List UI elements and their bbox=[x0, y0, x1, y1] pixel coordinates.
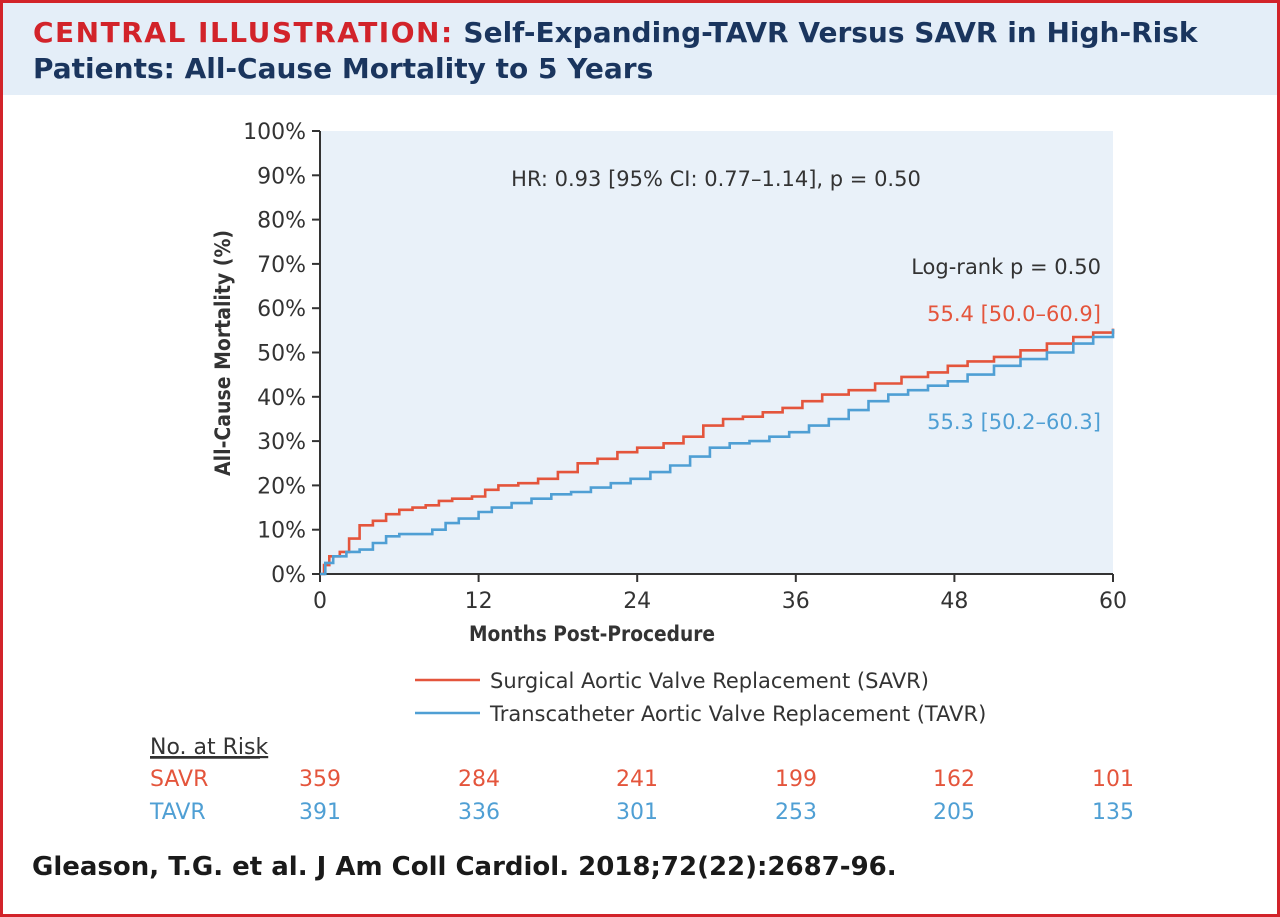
tavr-endpoint-label: 55.3 [50.2–60.3] bbox=[927, 410, 1101, 434]
citation: Gleason, T.G. et al. J Am Coll Cardiol. … bbox=[32, 852, 897, 882]
x-tick-label: 12 bbox=[465, 589, 493, 614]
at-risk-savr-value: 199 bbox=[775, 767, 817, 792]
page-title: CENTRAL ILLUSTRATION: Self-Expanding-TAV… bbox=[33, 15, 1263, 87]
x-tick-label: 48 bbox=[940, 589, 968, 614]
y-tick-label: 60% bbox=[257, 297, 306, 322]
title-banner: CENTRAL ILLUSTRATION: Self-Expanding-TAV… bbox=[3, 3, 1277, 95]
title-prefix: CENTRAL ILLUSTRATION: bbox=[33, 16, 454, 49]
x-tick-label: 36 bbox=[782, 589, 810, 614]
y-tick-label: 20% bbox=[257, 474, 306, 499]
x-axis-label: Months Post-Procedure bbox=[469, 622, 715, 646]
legend-savr-label: Surgical Aortic Valve Replacement (SAVR) bbox=[490, 669, 929, 693]
at-risk-tavr-value: 336 bbox=[458, 800, 500, 825]
x-tick-label: 0 bbox=[313, 589, 327, 614]
at-risk-row-label-savr: SAVR bbox=[150, 767, 208, 792]
title-text: Self-Expanding-TAVR Versus SAVR in High-… bbox=[33, 16, 1198, 85]
at-risk-savr-value: 162 bbox=[933, 767, 975, 792]
y-tick-label: 30% bbox=[257, 430, 306, 455]
at-risk-tavr-value: 391 bbox=[299, 800, 341, 825]
y-tick-label: 50% bbox=[257, 342, 306, 367]
x-tick-label: 24 bbox=[623, 589, 651, 614]
y-tick-label: 90% bbox=[257, 164, 306, 189]
y-tick-label: 40% bbox=[257, 386, 306, 411]
at-risk-row-label-tavr: TAVR bbox=[149, 800, 206, 825]
y-tick-label: 0% bbox=[271, 563, 306, 588]
at-risk-savr-value: 241 bbox=[616, 767, 658, 792]
at-risk-heading: No. at Risk bbox=[150, 735, 268, 760]
at-risk-tavr-value: 301 bbox=[616, 800, 658, 825]
logrank-annotation: Log-rank p = 0.50 bbox=[911, 255, 1101, 279]
y-tick-label: 100% bbox=[243, 120, 306, 145]
y-tick-label: 80% bbox=[257, 209, 306, 234]
hazard-ratio-annotation: HR: 0.93 [95% CI: 0.77–1.14], p = 0.50 bbox=[511, 167, 921, 191]
savr-curve bbox=[320, 328, 1115, 576]
at-risk-savr-value: 101 bbox=[1092, 767, 1134, 792]
at-risk-savr-value: 284 bbox=[458, 767, 500, 792]
tavr-curve bbox=[320, 329, 1115, 576]
plot-area bbox=[320, 131, 1113, 574]
at-risk-tavr-value: 253 bbox=[775, 800, 817, 825]
x-tick-label: 60 bbox=[1099, 589, 1127, 614]
savr-endpoint-label: 55.4 [50.0–60.9] bbox=[927, 302, 1101, 326]
at-risk-savr-value: 359 bbox=[299, 767, 341, 792]
y-axis-label: All-Cause Mortality (%) bbox=[211, 230, 235, 476]
at-risk-tavr-value: 205 bbox=[933, 800, 975, 825]
legend-tavr-label: Transcatheter Aortic Valve Replacement (… bbox=[489, 702, 986, 726]
y-tick-label: 10% bbox=[257, 519, 306, 544]
y-tick-label: 70% bbox=[257, 253, 306, 278]
at-risk-tavr-value: 135 bbox=[1092, 800, 1134, 825]
